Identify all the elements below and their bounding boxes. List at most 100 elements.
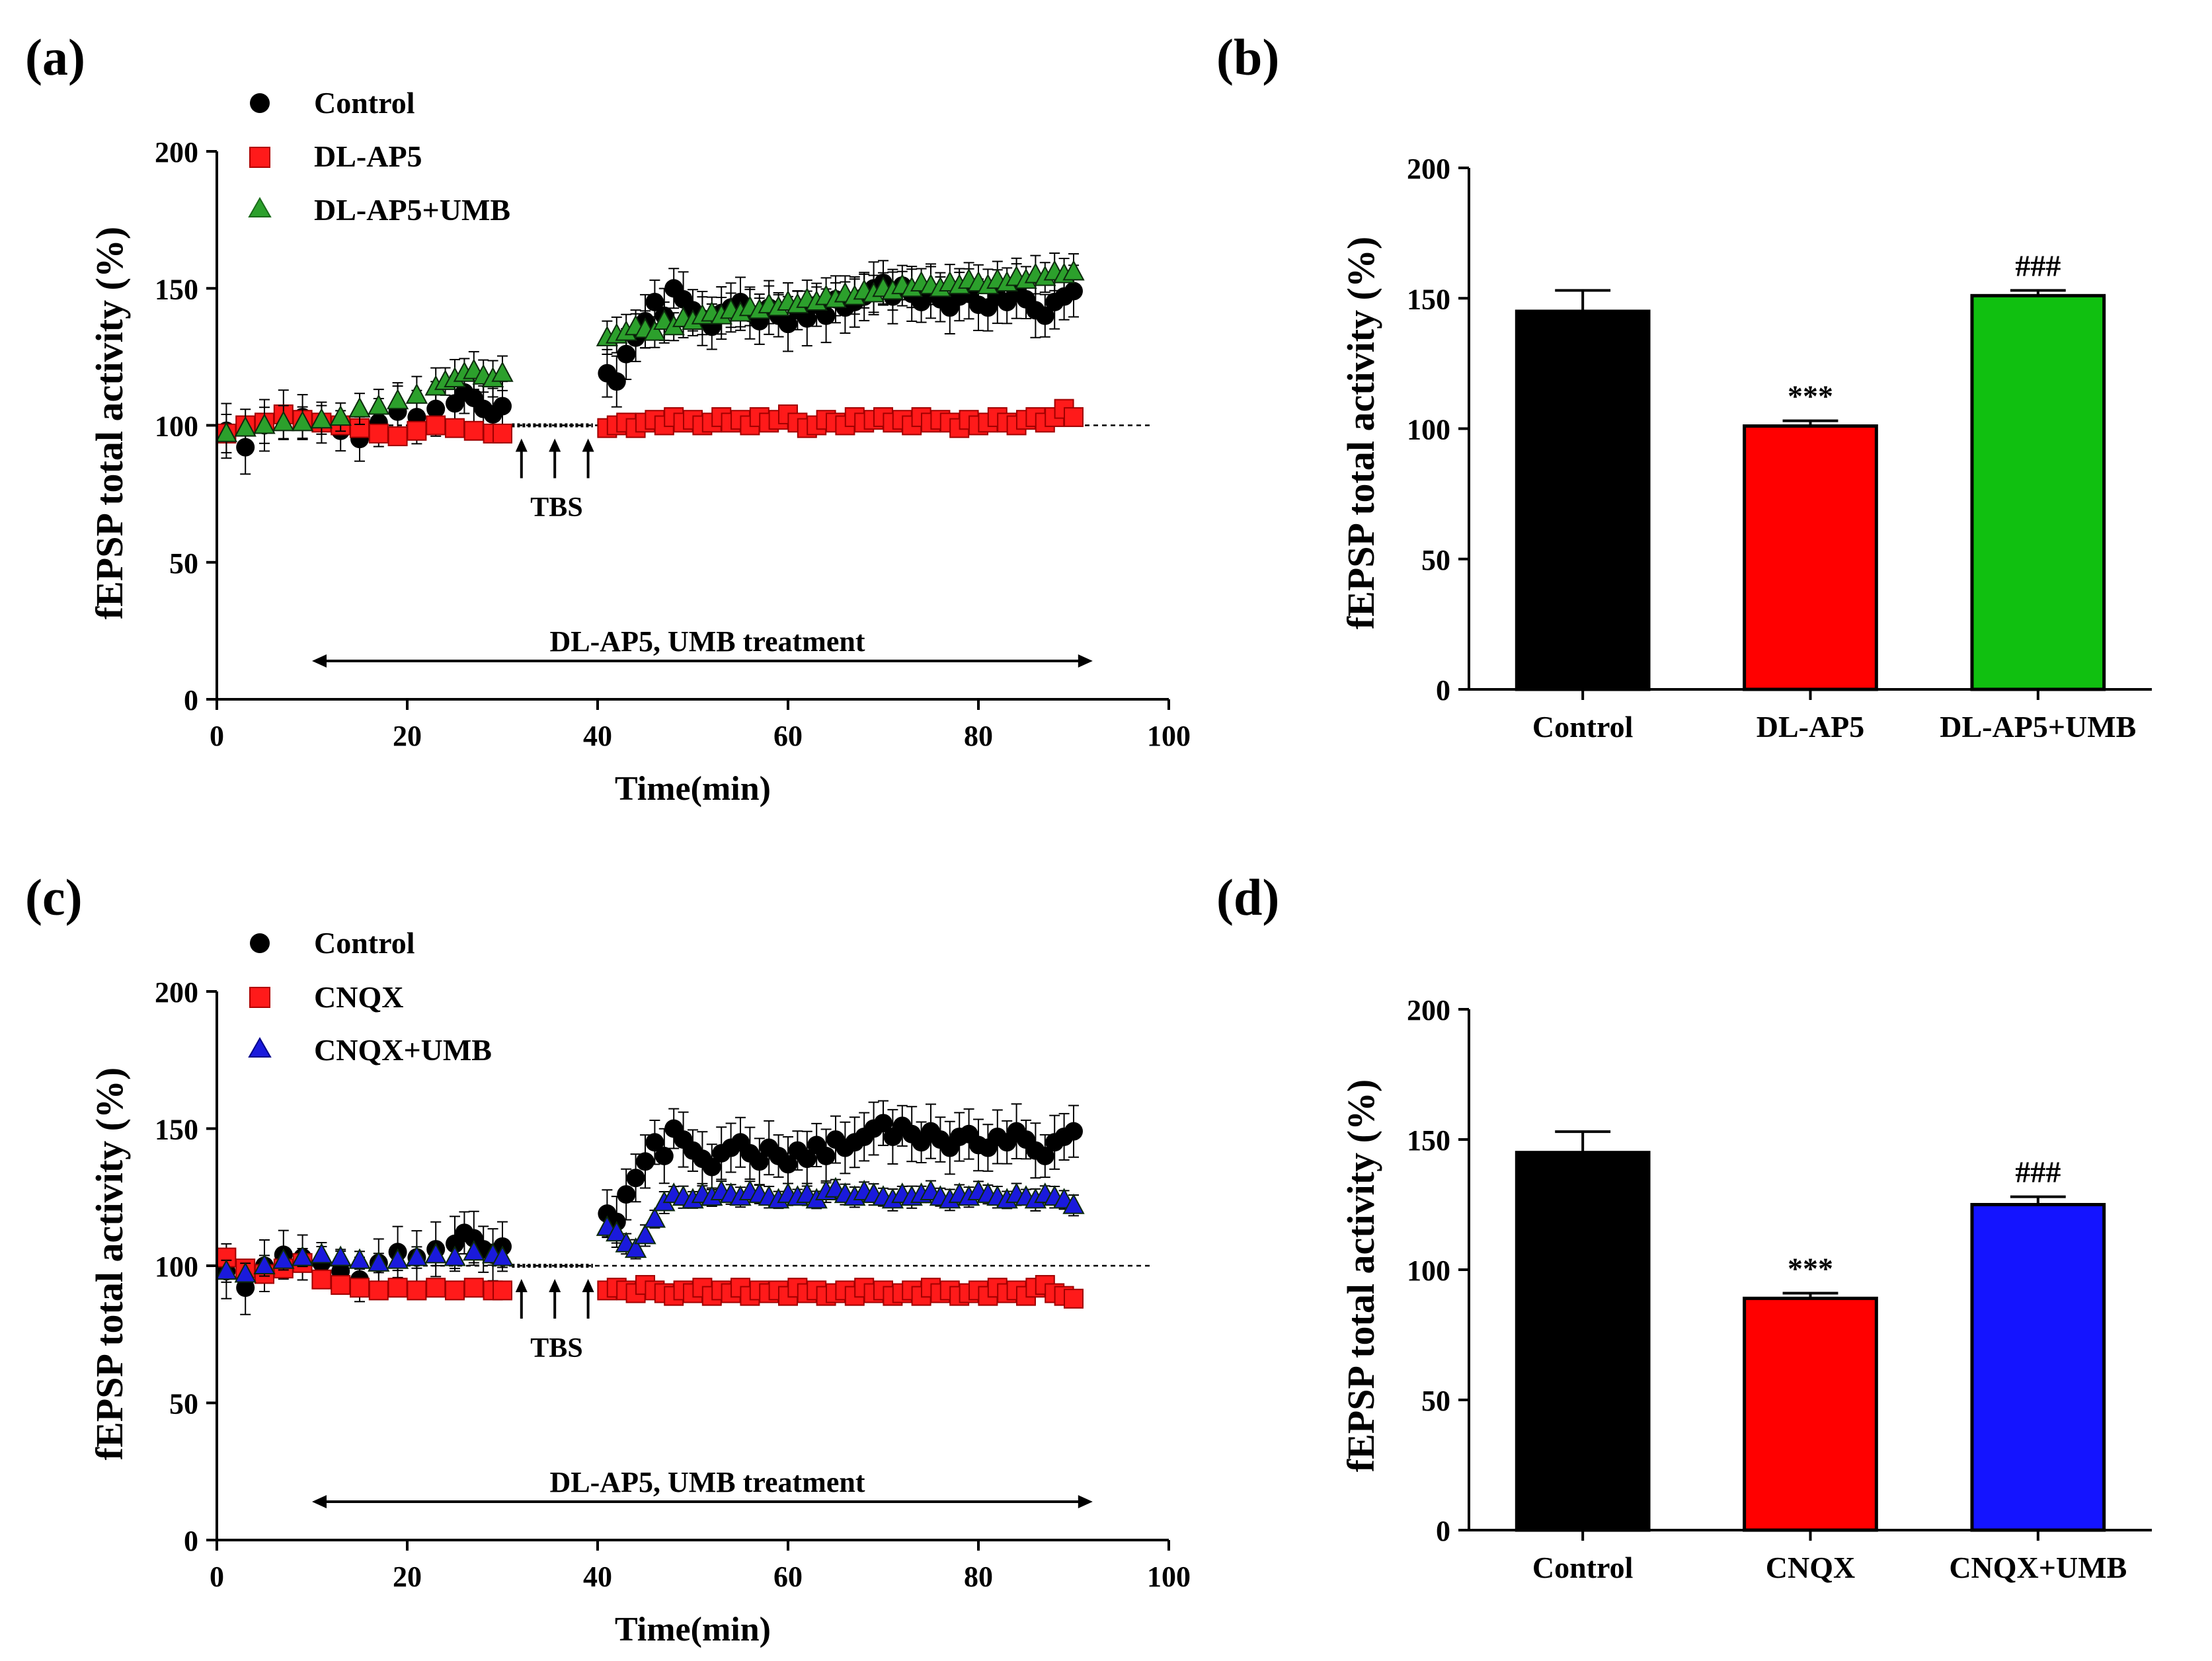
data-point xyxy=(1064,1288,1084,1309)
treatment-arrow-left-a xyxy=(312,654,327,668)
tbs-arrow-head xyxy=(515,438,528,452)
panel-d-label: (d) xyxy=(1216,869,1279,926)
y-tick-label: 200 xyxy=(155,136,198,169)
data-point xyxy=(426,399,446,418)
significance-label-cnqx-umb: ### xyxy=(2015,1155,2061,1189)
x-tick-label-dl-ap5-umb: DL-AP5+UMB xyxy=(1940,710,2136,744)
y-tick-label: 200 xyxy=(1407,994,1450,1026)
data-point xyxy=(445,1280,465,1301)
x-tick-label-cnqx-umb: CNQX+UMB xyxy=(1949,1551,2127,1584)
data-point xyxy=(386,1248,409,1269)
bar-control xyxy=(1515,1151,1651,1532)
data-point xyxy=(272,1248,295,1269)
panel-c-label: (c) xyxy=(25,869,83,926)
y-tick-label: 50 xyxy=(1421,1385,1450,1417)
plot-area-d: Control CNQX *** CNQX+UMB ### 0 50 100 150 200 xyxy=(1407,994,2152,1584)
legend-label-cnqx-umb-c: CNQX+UMB xyxy=(314,1033,492,1067)
bar-cnqx xyxy=(1743,1296,1878,1532)
legend-marker-dlap5-umb-a xyxy=(248,196,272,217)
data-point xyxy=(291,1245,314,1266)
data-point xyxy=(348,1248,371,1269)
y-axis-title-b: fEPSP total activity (%) xyxy=(1339,237,1382,629)
data-point xyxy=(493,1280,512,1301)
plot-area-a: 0 50 100 150 200 0 20 40 60 80 100 xyxy=(155,136,1191,752)
data-point xyxy=(643,1207,666,1228)
bar-cnqx-umb xyxy=(1970,1203,2106,1532)
treatment-label-a: DL-AP5, UMB treatment xyxy=(550,625,865,658)
data-point xyxy=(348,397,371,418)
data-point xyxy=(368,1280,389,1301)
tbs-arrow-head xyxy=(549,1279,561,1292)
data-point xyxy=(407,420,427,441)
x-axis-title-a: Time(min) xyxy=(615,770,771,808)
panel-b-label: (b) xyxy=(1216,28,1279,86)
data-point xyxy=(405,383,428,404)
x-tick-label: 100 xyxy=(1147,720,1191,752)
data-point xyxy=(426,415,446,436)
data-point xyxy=(626,1169,645,1188)
tbs-arrow-head xyxy=(515,1279,528,1292)
y-tick-label: 50 xyxy=(169,1388,198,1420)
data-point xyxy=(750,1152,769,1171)
legend-marker-cnqx-umb-c xyxy=(248,1036,272,1058)
plot-area-c: 0 50 100 150 200 0 20 40 60 80 100 xyxy=(155,976,1191,1593)
data-point xyxy=(426,1278,446,1298)
data-point xyxy=(350,1278,370,1298)
x-tick-label-cnqx: CNQX xyxy=(1766,1551,1855,1584)
x-tick-label: 20 xyxy=(393,1561,422,1593)
data-point xyxy=(1035,1147,1054,1165)
tbs-arrow-head xyxy=(582,1279,594,1292)
data-point xyxy=(636,1152,654,1171)
bar-dl-ap5-umb xyxy=(1970,293,2106,691)
data-point xyxy=(368,1251,390,1272)
data-point xyxy=(253,413,276,434)
data-point xyxy=(424,1243,447,1264)
y-tick-label: 150 xyxy=(1407,1124,1450,1157)
data-point xyxy=(387,1278,408,1298)
data-point xyxy=(491,361,514,382)
y-tick-label: 150 xyxy=(155,273,198,305)
legend-marker-dlap5-a xyxy=(249,147,270,168)
y-tick-label: 50 xyxy=(169,547,198,580)
data-point xyxy=(606,1221,628,1242)
data-point xyxy=(491,1245,514,1266)
data-point xyxy=(234,416,257,437)
x-tick-label: 60 xyxy=(773,720,803,752)
data-point xyxy=(407,1280,427,1301)
data-point xyxy=(654,1147,674,1165)
y-tick-label: 0 xyxy=(1436,674,1450,707)
y-tick-label: 150 xyxy=(1407,283,1450,315)
data-point xyxy=(1064,1122,1083,1141)
data-point xyxy=(1064,282,1083,301)
x-axis-title-c: Time(min) xyxy=(615,1611,771,1648)
significance-label-dl-ap5: *** xyxy=(1788,379,1833,413)
data-point xyxy=(1062,260,1085,281)
y-tick-label: 200 xyxy=(155,976,198,1009)
data-point xyxy=(874,1114,892,1133)
series-dl-ap5-a xyxy=(216,399,1084,447)
tbs-label-c: TBS xyxy=(530,1333,582,1364)
data-point xyxy=(634,1223,656,1245)
panel-a-label: (a) xyxy=(25,28,85,86)
legend-label-dlap5-a: DL-AP5 xyxy=(314,139,422,173)
series-cnqx-c xyxy=(216,1247,1084,1309)
y-axis-title-c: fEPSP total activity (%) xyxy=(88,1067,131,1460)
panel-c: (c) 0 50 100 150 200 0 20 40 60 80 100 fEPSP total… xyxy=(25,869,1191,1648)
data-point xyxy=(1062,1193,1085,1214)
data-point xyxy=(272,410,295,432)
x-tick-label: 40 xyxy=(583,1561,612,1593)
data-point xyxy=(234,1262,257,1283)
series-control-c xyxy=(217,1100,1083,1315)
data-point xyxy=(617,1185,636,1204)
bar-dl-ap5 xyxy=(1743,424,1878,691)
x-tick-label-control: Control xyxy=(1532,1551,1634,1584)
y-tick-label: 0 xyxy=(184,684,198,716)
data-point xyxy=(329,405,352,426)
data-point xyxy=(624,1237,647,1258)
x-tick-label-dl-ap5: DL-AP5 xyxy=(1757,710,1865,744)
data-point xyxy=(779,1155,797,1174)
data-point xyxy=(607,372,626,391)
data-point xyxy=(702,1157,721,1177)
treatment-arrow-left-c xyxy=(312,1495,327,1508)
x-tick-label: 20 xyxy=(393,720,422,752)
